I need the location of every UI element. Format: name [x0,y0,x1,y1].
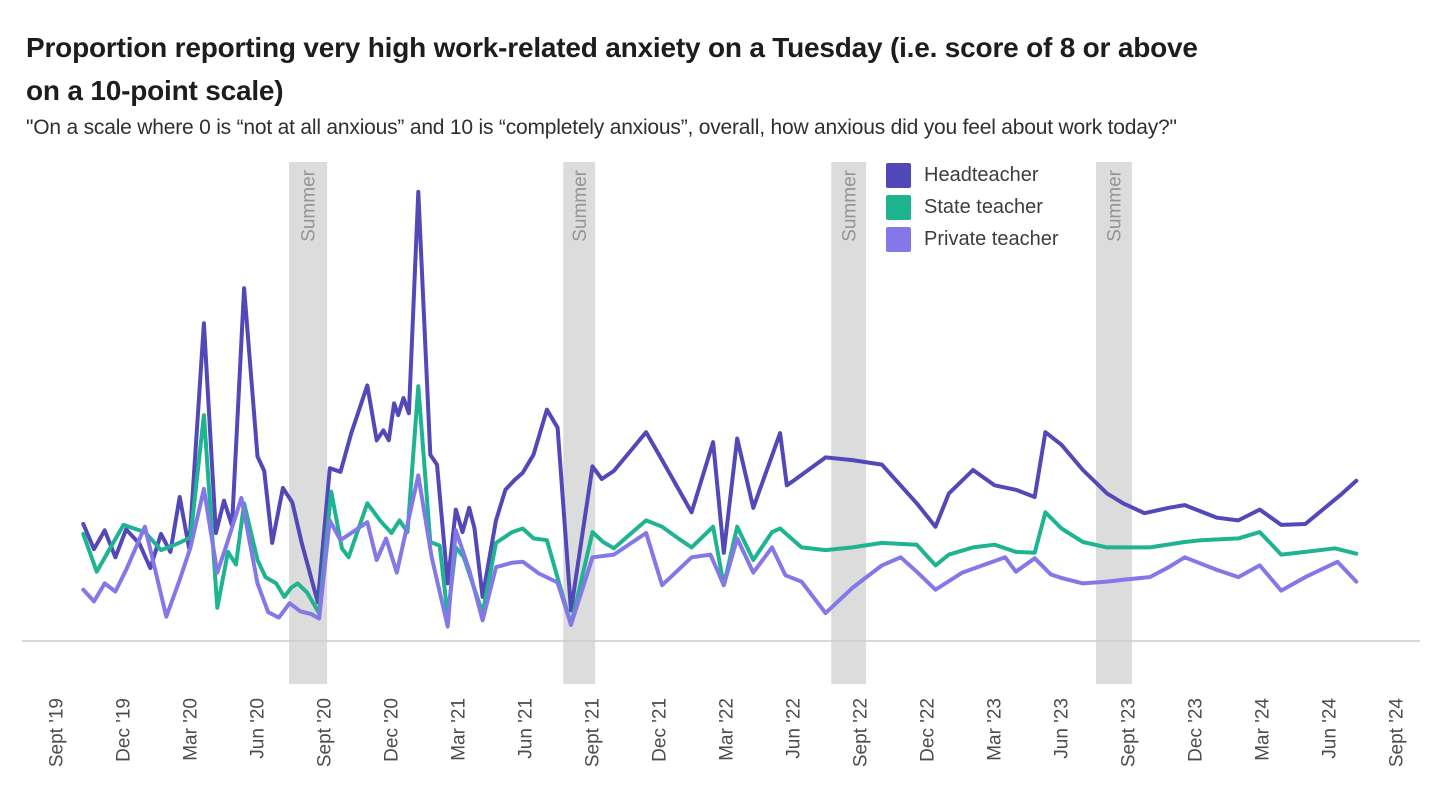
x-tick-label: Sept '20 [315,698,336,767]
legend-label: State teacher [924,196,1043,218]
chart-title: Proportion reporting very high work-rela… [26,26,1414,112]
x-tick-label: Sept '22 [851,698,872,767]
x-tick-label: Mar '23 [985,698,1006,761]
x-tick-label: Jun '20 [248,698,269,759]
legend: Headteacher State teacher Private teache… [886,163,1059,259]
x-tick-label: Mar '22 [717,698,738,761]
chart-title-line1: Proportion reporting very high work-rela… [26,32,1198,63]
summer-band-label: Summer [1105,169,1126,241]
x-tick-label: Jun '24 [1320,698,1341,759]
x-tick-label: Jun '23 [1052,698,1073,759]
state-teacher-swatch-icon [886,195,911,220]
x-tick-label: Dec '20 [382,698,403,762]
chart-title-line2: on a 10-point scale) [26,75,284,106]
x-tick-label: Sept '24 [1387,698,1408,768]
legend-item-headteacher: Headteacher [886,163,1059,188]
legend-label: Headteacher [924,164,1039,186]
x-tick-label: Dec '21 [650,698,671,762]
x-tick-label: Mar '24 [1253,698,1274,761]
x-tick-label: Dec '22 [918,698,939,762]
state-teacher-line [81,384,1359,627]
private-teacher-swatch-icon [886,227,911,252]
headteacher-swatch-icon [886,163,911,188]
x-tick-label: Sept '23 [1119,698,1140,767]
legend-item-private-teacher: Private teacher [886,227,1059,252]
x-tick-label: Sept '21 [583,698,604,767]
x-tick-label: Sept '19 [47,698,68,767]
summer-band-label: Summer [839,169,860,241]
summer-band [831,162,867,684]
x-tick-label: Dec '19 [114,698,135,762]
chart-subtitle: "On a scale where 0 is “not at all anxio… [26,116,1177,139]
summer-band-label: Summer [570,169,591,241]
x-tick-label: Mar '21 [449,698,470,761]
x-tick-label: Mar '20 [181,698,202,761]
headteacher-line [81,189,1359,613]
legend-label: Private teacher [924,228,1059,250]
x-tick-label: Jun '22 [784,698,805,759]
summer-band [1096,162,1132,684]
x-tick-label: Jun '21 [516,698,537,759]
private-teacher-line [81,473,1359,629]
summer-band-label: Summer [299,169,320,241]
x-tick-label: Dec '23 [1186,698,1207,762]
legend-item-state-teacher: State teacher [886,195,1059,220]
